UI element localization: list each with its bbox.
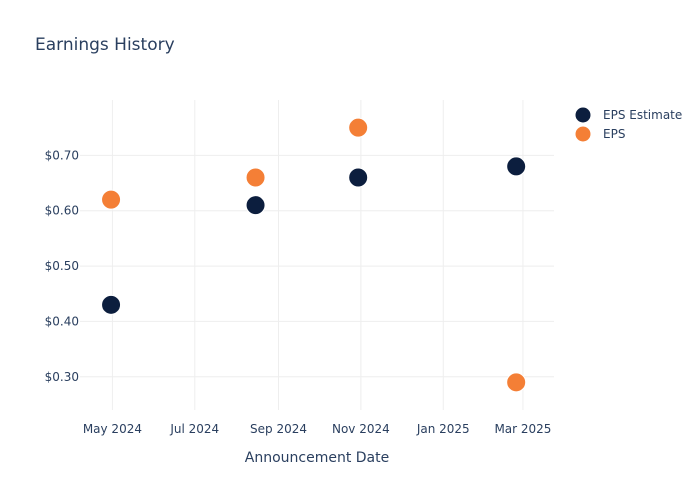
legend-label[interactable]: EPS bbox=[603, 127, 625, 141]
y-tick-label: $0.50 bbox=[45, 259, 79, 273]
eps-estimate-point[interactable] bbox=[348, 167, 369, 188]
eps-point[interactable] bbox=[101, 189, 122, 210]
legend-marker[interactable] bbox=[574, 106, 592, 124]
y-axis-ticks: $0.30 $0.40 $0.50 $0.60 $0.70 bbox=[45, 148, 79, 383]
x-tick-label: Nov 2024 bbox=[332, 422, 390, 436]
y-tick-label: $0.60 bbox=[45, 204, 79, 218]
x-axis-title: Announcement Date bbox=[245, 450, 389, 466]
legend-label[interactable]: EPS Estimate bbox=[603, 108, 682, 122]
chart-title: Earnings History bbox=[35, 35, 175, 55]
eps-estimate-point[interactable] bbox=[506, 156, 527, 177]
x-tick-label: Jan 2025 bbox=[416, 422, 470, 436]
eps-point[interactable] bbox=[348, 117, 369, 138]
x-tick-label: Jul 2024 bbox=[169, 422, 219, 436]
x-tick-label: May 2024 bbox=[83, 422, 142, 436]
y-tick-label: $0.70 bbox=[45, 148, 79, 162]
x-axis-ticks: May 2024 Jul 2024 Sep 2024 Nov 2024 Jan 2025… bbox=[83, 422, 552, 436]
grid-lines bbox=[80, 100, 554, 410]
data-points bbox=[101, 117, 527, 393]
eps-point[interactable] bbox=[245, 167, 266, 188]
x-tick-label: Sep 2024 bbox=[250, 422, 307, 436]
eps-estimate-point[interactable] bbox=[245, 195, 266, 216]
eps-point[interactable] bbox=[506, 372, 527, 393]
eps-estimate-point[interactable] bbox=[101, 294, 122, 315]
legend: EPS Estimate EPS bbox=[574, 106, 682, 143]
y-tick-label: $0.30 bbox=[45, 370, 79, 384]
x-tick-label: Mar 2025 bbox=[494, 422, 551, 436]
legend-marker[interactable] bbox=[574, 125, 592, 143]
y-tick-label: $0.40 bbox=[45, 314, 79, 328]
